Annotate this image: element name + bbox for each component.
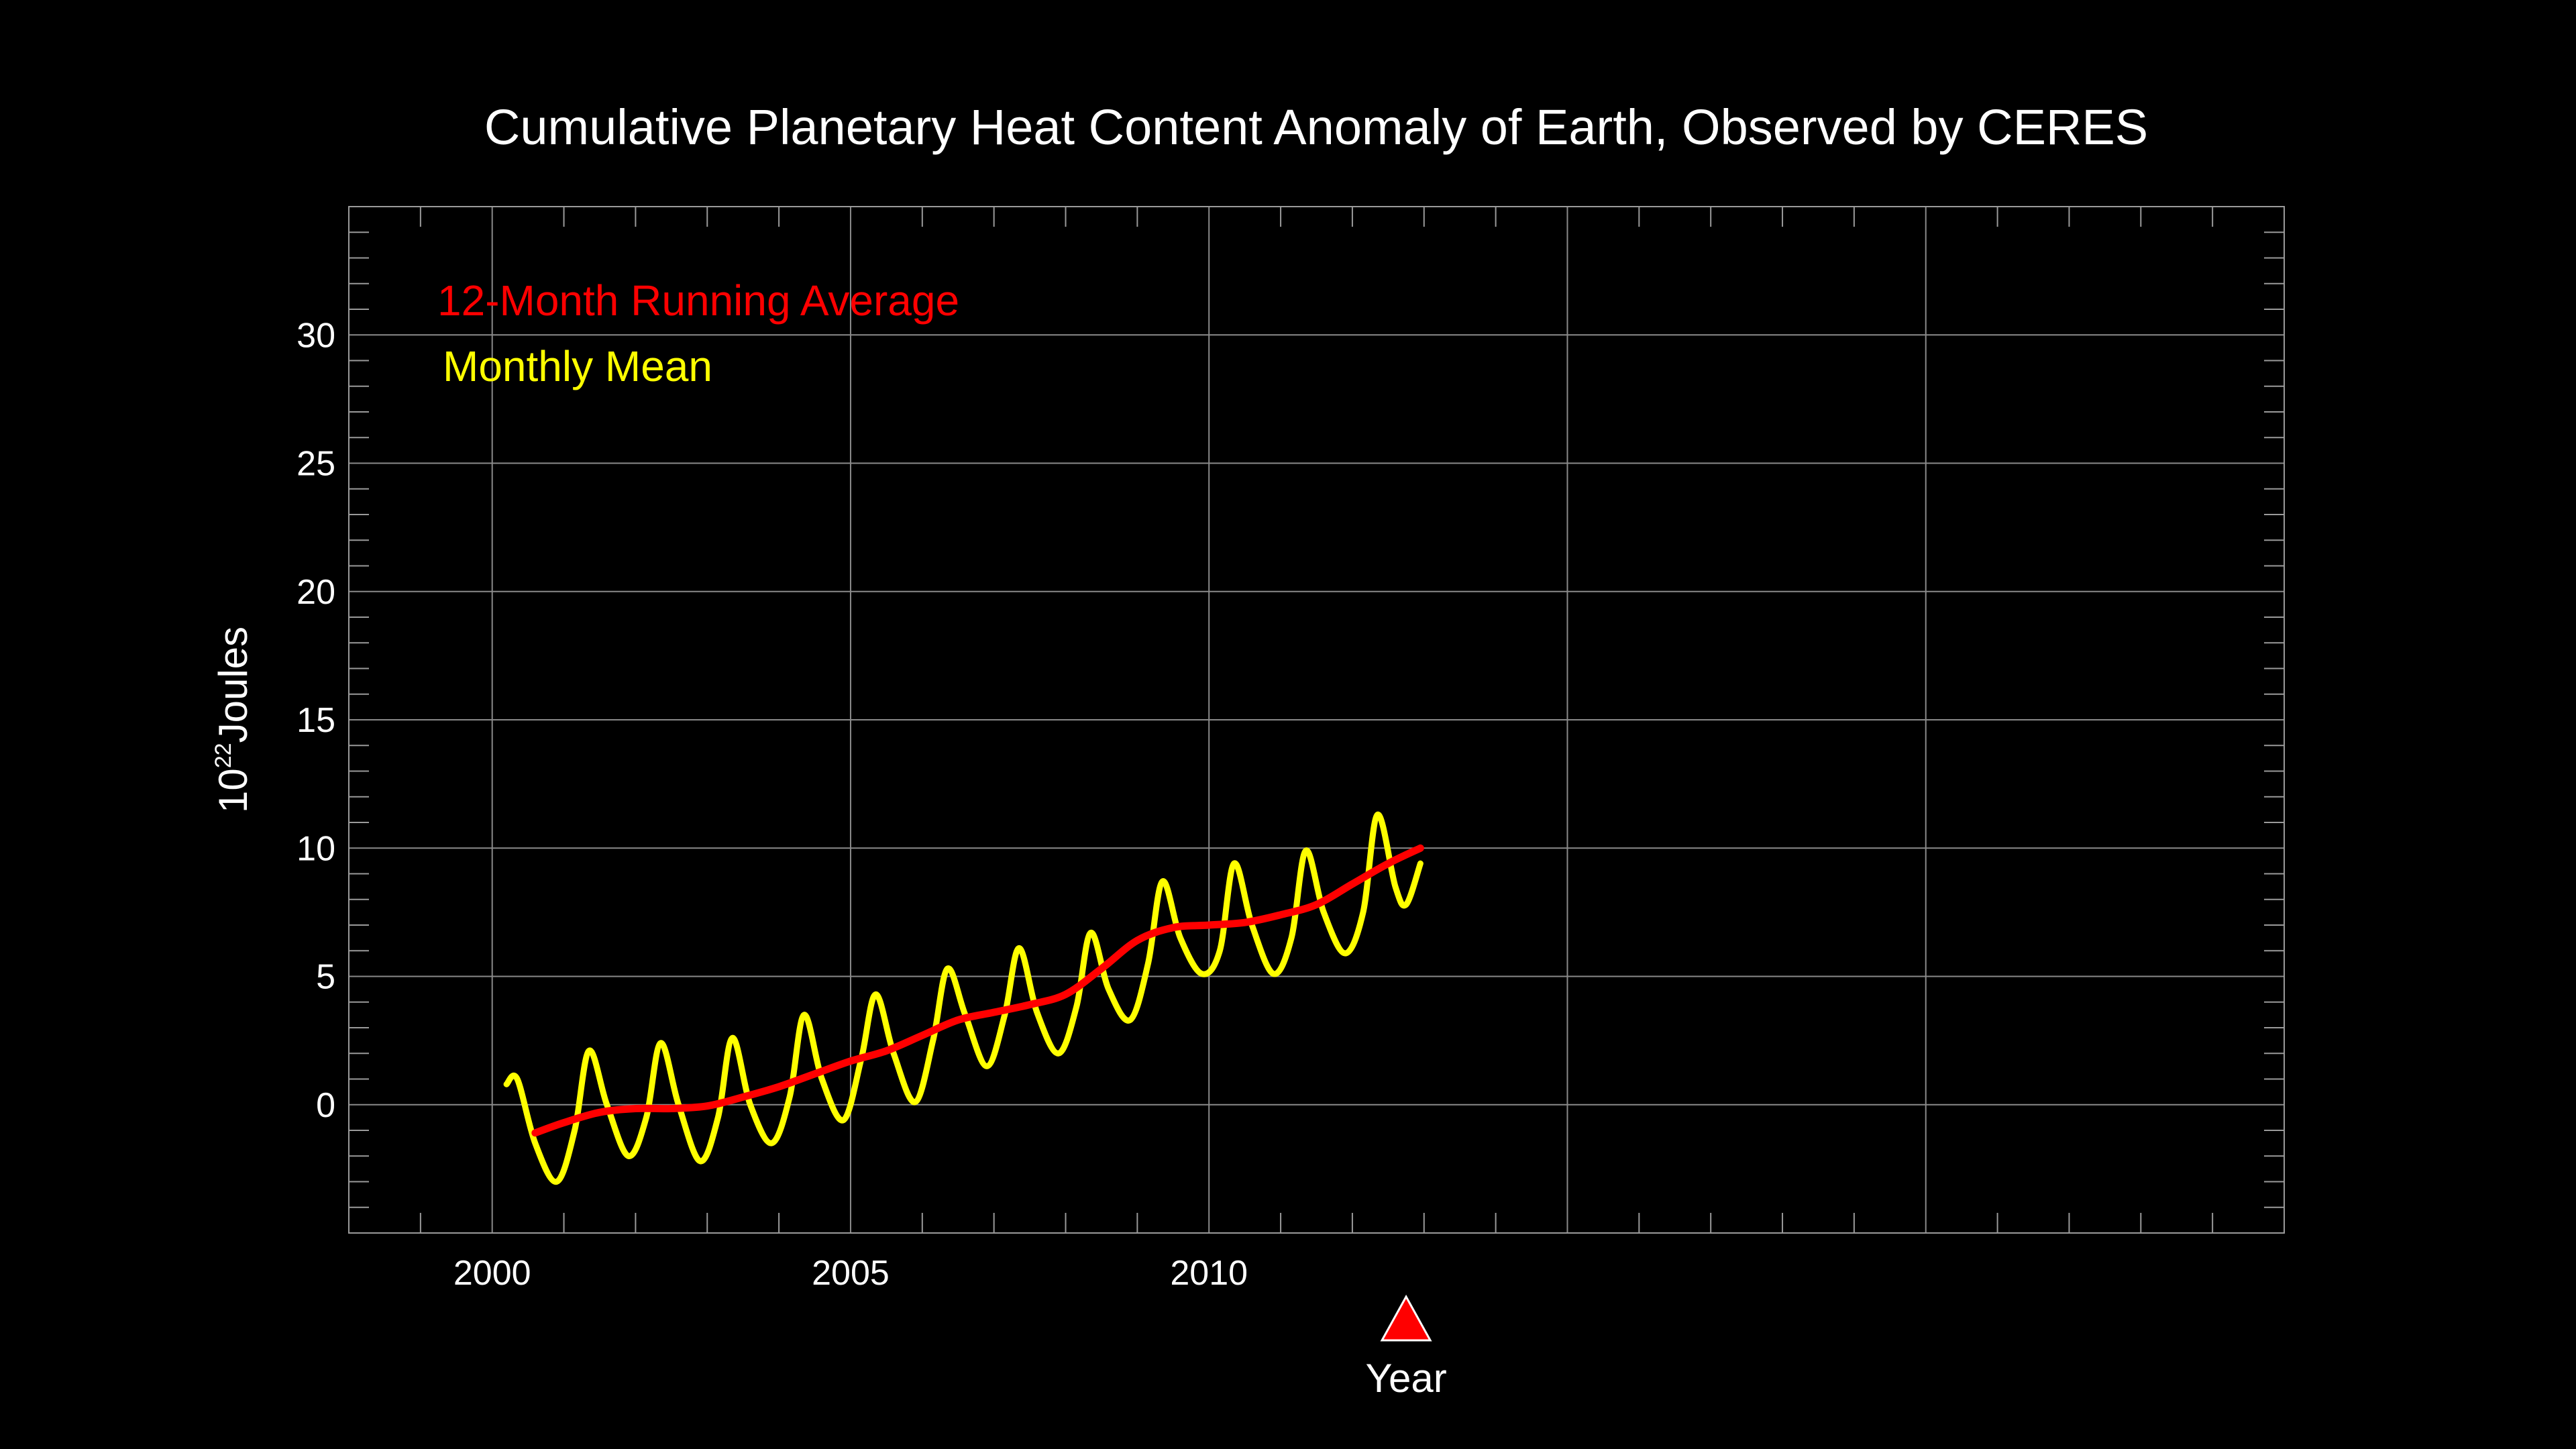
x-tick-label: 2005 bbox=[812, 1254, 890, 1293]
x-axis-label: Year bbox=[1365, 1356, 1446, 1401]
legend-running-average: 12-Month Running Average bbox=[437, 276, 959, 325]
chart-title: Cumulative Planetary Heat Content Anomal… bbox=[484, 99, 2148, 155]
y-tick-label: 20 bbox=[297, 573, 335, 612]
y-tick-label: 15 bbox=[297, 701, 335, 740]
y-tick-label: 30 bbox=[297, 316, 335, 355]
year-marker-triangle bbox=[1380, 1294, 1432, 1342]
y-tick-labels: 0 5 10 15 20 25 30 bbox=[297, 316, 335, 1125]
x-tick-label: 2000 bbox=[453, 1254, 531, 1293]
y-axis-label-exponent: 22 bbox=[211, 743, 236, 768]
running-average-line bbox=[531, 844, 1424, 1137]
y-tick-label: 25 bbox=[297, 445, 335, 484]
legend-monthly-mean: Monthly Mean bbox=[443, 342, 712, 390]
y-tick-label: 0 bbox=[316, 1086, 335, 1125]
y-axis-label-base: 10 bbox=[211, 768, 256, 813]
x-tick-labels: 2000 2005 2010 bbox=[453, 1254, 1248, 1293]
y-axis-label-unit: Joules bbox=[211, 627, 256, 743]
y-tick-label: 10 bbox=[297, 829, 335, 868]
y-axis-label: 1022Joules bbox=[211, 627, 256, 813]
y-tick-label: 5 bbox=[316, 958, 335, 997]
grid bbox=[349, 207, 2284, 1233]
series-layer bbox=[503, 811, 1424, 1185]
x-tick-label: 2010 bbox=[1170, 1254, 1248, 1293]
plot-frame bbox=[348, 206, 2285, 1234]
